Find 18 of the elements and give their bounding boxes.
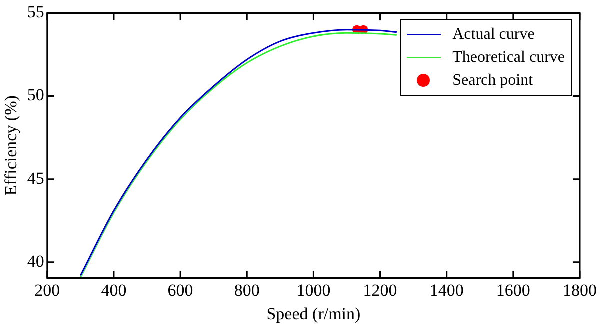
legend-label: Theoretical curve bbox=[452, 48, 565, 68]
x-axis-title: Speed (r/min) bbox=[266, 304, 361, 324]
x-tick-label: 400 bbox=[101, 280, 127, 300]
x-tick-label: 1800 bbox=[563, 280, 597, 300]
x-tick-label: 200 bbox=[34, 280, 60, 300]
legend-label: Actual curve bbox=[452, 25, 535, 46]
x-tick-label: 1400 bbox=[430, 280, 464, 300]
x-tick-label: 1200 bbox=[363, 280, 398, 300]
y-tick-label: 50 bbox=[27, 86, 44, 105]
y-axis-title: Efficiency (%) bbox=[2, 96, 21, 196]
y-tick-label: 40 bbox=[27, 252, 44, 271]
y-tick-label: 55 bbox=[27, 2, 44, 22]
x-tick-label: 1000 bbox=[296, 280, 331, 300]
x-tick-label: 1600 bbox=[496, 280, 530, 300]
y-tick-label: 45 bbox=[27, 168, 44, 188]
x-tick-label: 800 bbox=[234, 280, 260, 300]
x-tick-label: 600 bbox=[168, 280, 194, 300]
legend-label: Search point bbox=[452, 71, 534, 92]
